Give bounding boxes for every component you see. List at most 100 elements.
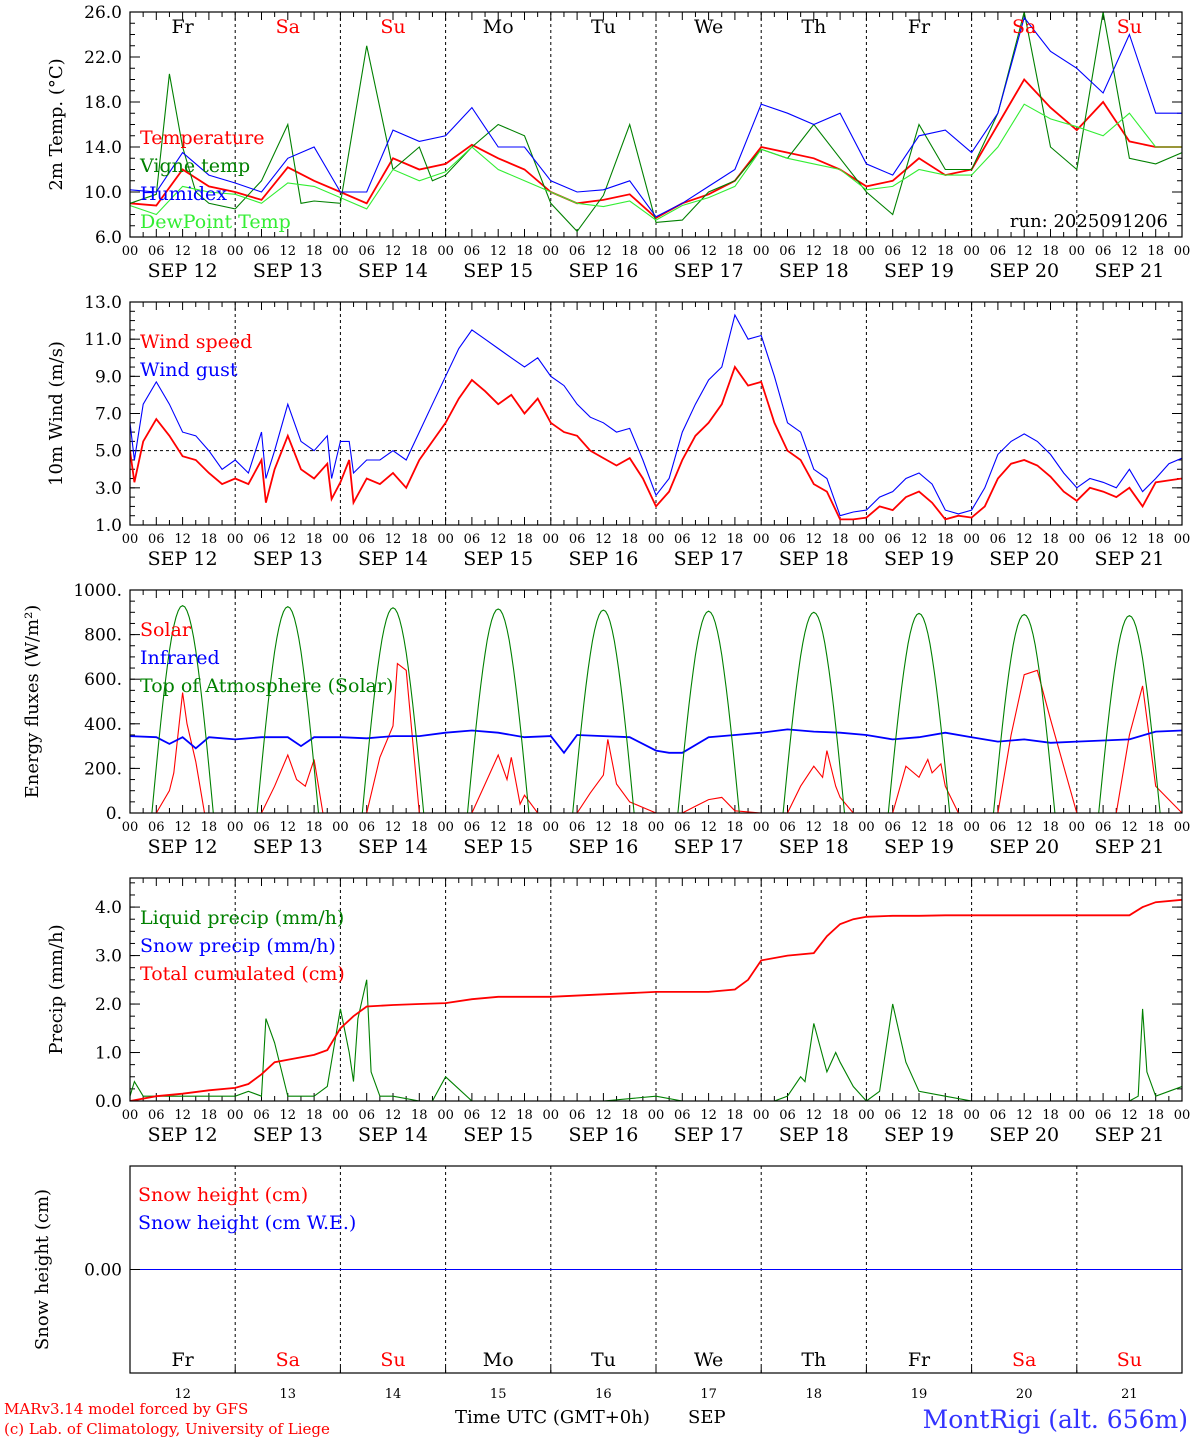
y-tick-label: 3.0 (95, 479, 122, 499)
day-name: Mo (483, 1349, 514, 1371)
hour-label: 00 (858, 1108, 875, 1123)
hour-label: 12 (1121, 1108, 1138, 1123)
y-tick-label: 2.0 (95, 995, 122, 1015)
hour-label: 12 (280, 244, 297, 259)
date-label: SEP 15 (463, 260, 533, 282)
hour-label: 18 (727, 1108, 744, 1123)
plot-frame (129, 301, 1183, 526)
day-number: 17 (700, 1387, 717, 1402)
panel-4: 0.0 1.0 2.0 3.0 4.0 Liquid precip (mm/h) Snow … (46, 877, 1190, 1146)
day-name: We (694, 1349, 723, 1371)
series-line-infrared (130, 728, 1182, 755)
day-name: Tu (591, 1349, 616, 1371)
day-name: Mo (483, 16, 514, 38)
date-label: SEP 18 (779, 260, 849, 282)
hour-label: 00 (332, 1108, 349, 1123)
hour-label: 00 (122, 244, 139, 259)
hour-label: 00 (332, 244, 349, 259)
hour-label: 00 (437, 820, 454, 835)
hour-label: 18 (832, 1108, 849, 1123)
hour-label: 18 (937, 1108, 954, 1123)
hour-label: 18 (516, 820, 533, 835)
hour-label: 12 (490, 244, 507, 259)
hour-label: 18 (411, 820, 428, 835)
hour-label: 18 (1147, 1108, 1164, 1123)
plot-frame (129, 877, 1183, 1102)
hour-label: 12 (1121, 244, 1138, 259)
hour-label: 00 (543, 820, 560, 835)
legend-label: Total cumulated (cm) (140, 963, 345, 985)
y-tick-label: 1000. (73, 581, 122, 601)
day-name: Su (380, 1349, 405, 1371)
hour-label: 12 (1121, 532, 1138, 547)
hour-label: 06 (464, 244, 481, 259)
legend-label: Top of Atmosphere (Solar) (140, 675, 393, 697)
day-number: 19 (911, 1387, 928, 1402)
x-axis-month: SEP (688, 1407, 726, 1428)
hour-label: 12 (806, 820, 823, 835)
hour-label: 06 (674, 1108, 691, 1123)
hour-label: 06 (148, 1108, 165, 1123)
footer-credit-line1: MARv3.14 model forced by GFS (4, 1400, 248, 1418)
plot-frame (129, 11, 1183, 238)
hour-label: 18 (937, 820, 954, 835)
hour-label: 00 (963, 532, 980, 547)
date-label: SEP 21 (1094, 260, 1164, 282)
hour-label: 18 (832, 532, 849, 547)
day-name: Sa (1012, 16, 1036, 38)
hour-label: 12 (1016, 820, 1033, 835)
date-label: SEP 19 (884, 836, 954, 858)
hour-label: 06 (569, 1108, 586, 1123)
hour-label: 12 (595, 820, 612, 835)
hour-label: 06 (884, 1108, 901, 1123)
hour-label: 18 (1042, 1108, 1059, 1123)
hour-label: 12 (174, 1108, 191, 1123)
hour-label: 00 (122, 532, 139, 547)
legend-label: Wind speed (140, 331, 252, 353)
hour-label: 00 (963, 244, 980, 259)
date-label: SEP 15 (463, 836, 533, 858)
hour-label: 18 (411, 532, 428, 547)
day-name: Su (380, 16, 405, 38)
hour-label: 12 (385, 532, 402, 547)
hour-label: 12 (174, 532, 191, 547)
hour-label: 18 (727, 820, 744, 835)
date-label: SEP 19 (884, 548, 954, 570)
y-tick-label: 13.0 (84, 293, 122, 313)
hour-label: 00 (543, 1108, 560, 1123)
date-label: SEP 20 (989, 548, 1059, 570)
hour-label: 06 (674, 820, 691, 835)
day-number: 14 (385, 1387, 402, 1402)
y-tick-label: 5.0 (95, 442, 122, 462)
hour-label: 18 (621, 244, 638, 259)
hour-label: 18 (1147, 820, 1164, 835)
y-tick-label: 0.0 (95, 1092, 122, 1112)
hour-label: 12 (806, 1108, 823, 1123)
hour-label: 12 (911, 532, 928, 547)
plot-frame (129, 589, 1183, 814)
hour-label: 12 (700, 820, 717, 835)
hour-label: 12 (595, 1108, 612, 1123)
y-tick-label: 400. (84, 715, 122, 735)
hour-label: 06 (253, 1108, 270, 1123)
hour-label: 18 (306, 532, 323, 547)
hour-label: 00 (437, 1108, 454, 1123)
hour-label: 06 (358, 1108, 375, 1123)
day-name: Fr (171, 16, 194, 38)
hour-label: 06 (148, 532, 165, 547)
hour-label: 00 (858, 820, 875, 835)
date-label: SEP 17 (674, 836, 744, 858)
hour-label: 06 (1095, 244, 1112, 259)
series-line-temperature (130, 78, 1182, 219)
date-label: SEP 14 (358, 260, 428, 282)
series-line-top-of-atmosphere-solar (130, 604, 1182, 813)
date-label: SEP 20 (989, 1124, 1059, 1146)
date-label: SEP 20 (989, 260, 1059, 282)
y-tick-label: 1.0 (95, 1044, 122, 1064)
hour-label: 12 (911, 820, 928, 835)
date-label: SEP 14 (358, 548, 428, 570)
date-label: SEP 17 (674, 1124, 744, 1146)
hour-label: 18 (832, 244, 849, 259)
hour-label: 18 (306, 1108, 323, 1123)
hour-label: 00 (963, 820, 980, 835)
